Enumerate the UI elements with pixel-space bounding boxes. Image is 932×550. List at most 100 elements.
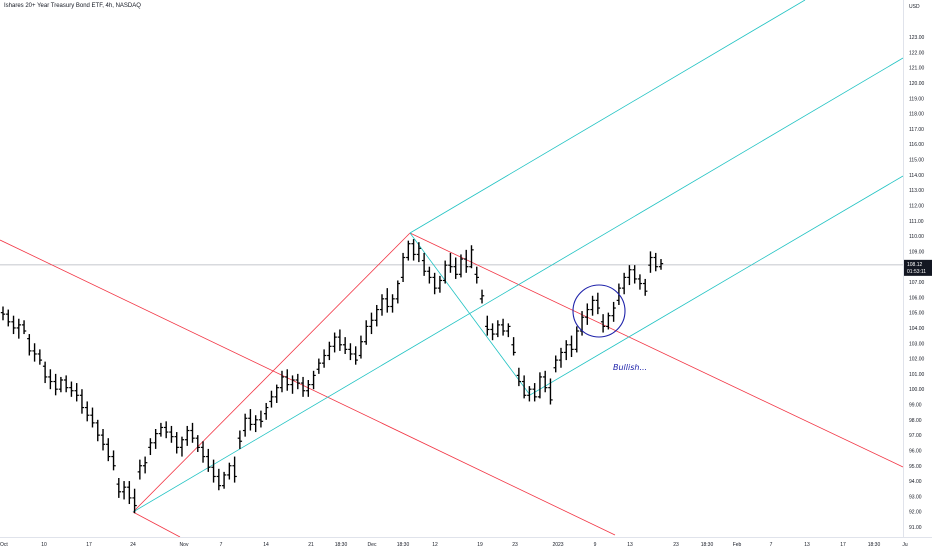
price-tick-label: 110.00 [909,234,924,240]
ohlc-bar [364,320,369,345]
annotation-layer: Bullish... [572,284,647,372]
ohlc-bar [653,252,658,272]
red-downtrend-line [0,239,616,536]
ohlc-bar [248,409,253,431]
price-tick-label: 113.00 [909,188,924,194]
ohlc-bar [258,410,264,428]
ohlc-bar [574,326,579,353]
ohlc-bar [100,429,106,451]
ohlc-bar [416,242,422,263]
ohlc-bar [274,384,279,403]
price-tick-label: 106.00 [909,295,925,301]
cyan-pitchfork-handle [409,232,531,396]
price-tick-label: 104.00 [909,326,925,332]
ohlc-bar [495,320,501,338]
red-pitchfork-lower-tine [132,511,181,538]
ohlc-bar [637,274,643,290]
price-axis-currency: USD [909,4,920,10]
time-tick-label: 18:30 [701,542,714,548]
price-tick-label: 118.00 [909,112,924,118]
ohlc-bar [421,252,427,276]
ohlc-bar [553,355,558,373]
ohlc-bar [237,430,243,449]
price-tick-label: 123.00 [909,35,925,41]
price-tick-label: 96.00 [909,448,922,454]
ohlc-bar [242,413,248,437]
ohlc-bar [537,372,543,399]
ohlc-bar [295,373,300,390]
ohlc-bar [332,332,337,353]
ohlc-bar [316,358,322,374]
time-tick-label: 24 [130,542,136,548]
ohlc-bar [485,315,490,336]
price-tick-label: 116.00 [909,142,924,148]
ohlc-bar [406,240,411,261]
ohlc-bar [353,346,358,365]
price-tick-label: 115.00 [909,158,924,164]
ohlc-bar [542,370,548,393]
price-tick-label: 92.00 [909,510,922,516]
ohlc-bar [169,425,174,443]
ohlc-bar [37,349,43,365]
ohlc-bar [611,301,616,322]
ohlc-bar [469,245,474,269]
time-tick-label: 18:30 [335,542,348,548]
ohlc-bar [516,367,522,387]
ohlc-bar [279,370,285,393]
time-tick-label: 2023 [552,542,563,548]
ohlc-bar [116,478,122,498]
ohlc-bar [595,292,601,315]
ohlc-bar [16,318,21,339]
ohlc-bar [163,421,169,439]
ohlc-bar [569,335,574,358]
price-tick-label: 93.00 [909,494,922,500]
ohlc-bar [153,429,158,449]
price-tick-label: 91.00 [909,525,922,531]
ohlc-bar [390,294,395,313]
ohlc-bar [290,375,295,394]
ohlc-bar [474,266,479,284]
ohlc-bar [79,389,85,414]
ohlc-bar [558,347,564,368]
ohlc-bar [385,288,390,313]
ohlc-bar [111,450,116,471]
ohlc-bar [374,304,379,327]
ohlc-bar [6,309,11,327]
ohlc-bar [658,259,664,270]
ohlc-bar [148,438,153,456]
cyan-upper-channel-line [409,0,806,234]
time-tick-label: 9 [594,542,597,548]
ohlc-bar [127,481,132,505]
price-tick-label: 109.00 [909,249,925,255]
ohlc-bar [95,419,100,442]
price-tick-label: 99.00 [909,403,922,409]
price-tick-label: 117.00 [909,127,924,133]
last-price-label: 108.12 [907,262,923,268]
ohlc-bar [74,383,79,402]
ohlc-bar [358,335,364,359]
ohlc-bar [21,320,27,335]
ohlc-bar [195,435,200,452]
ohlc-bar [337,329,343,351]
price-tick-label: 107.00 [909,280,925,286]
ohlc-bar [216,468,222,491]
ohlc-bar [185,425,190,446]
time-tick-label: 12 [432,542,438,548]
ohlc-bar [227,462,232,480]
price-axis[interactable]: USD 91.00 92.00 93.00 94.00 95.00 96.00 97.00 98… [903,0,932,537]
price-tick-label: 114.00 [909,173,924,179]
price-tick-label: 101.00 [909,372,925,378]
ohlc-bar [632,265,637,284]
ohlc-bar [69,381,74,397]
ohlc-bar [606,312,611,330]
ohlc-bar [311,370,316,390]
ohlc-bar [142,456,148,474]
last-price-badge [904,259,932,276]
time-axis[interactable]: Oct 10 17 24 Nov 7 14 21 18:30 Dec 18:30 12 19 23 2023… [0,537,932,549]
chart-title: Ishares 20+ Year Treasury Bond ETF, 4h, … [4,3,141,9]
ohlc-bar [48,369,53,390]
ohlc-bar [264,402,269,420]
ohlc-bar [621,272,627,295]
price-tick-label: 100.00 [909,387,925,393]
